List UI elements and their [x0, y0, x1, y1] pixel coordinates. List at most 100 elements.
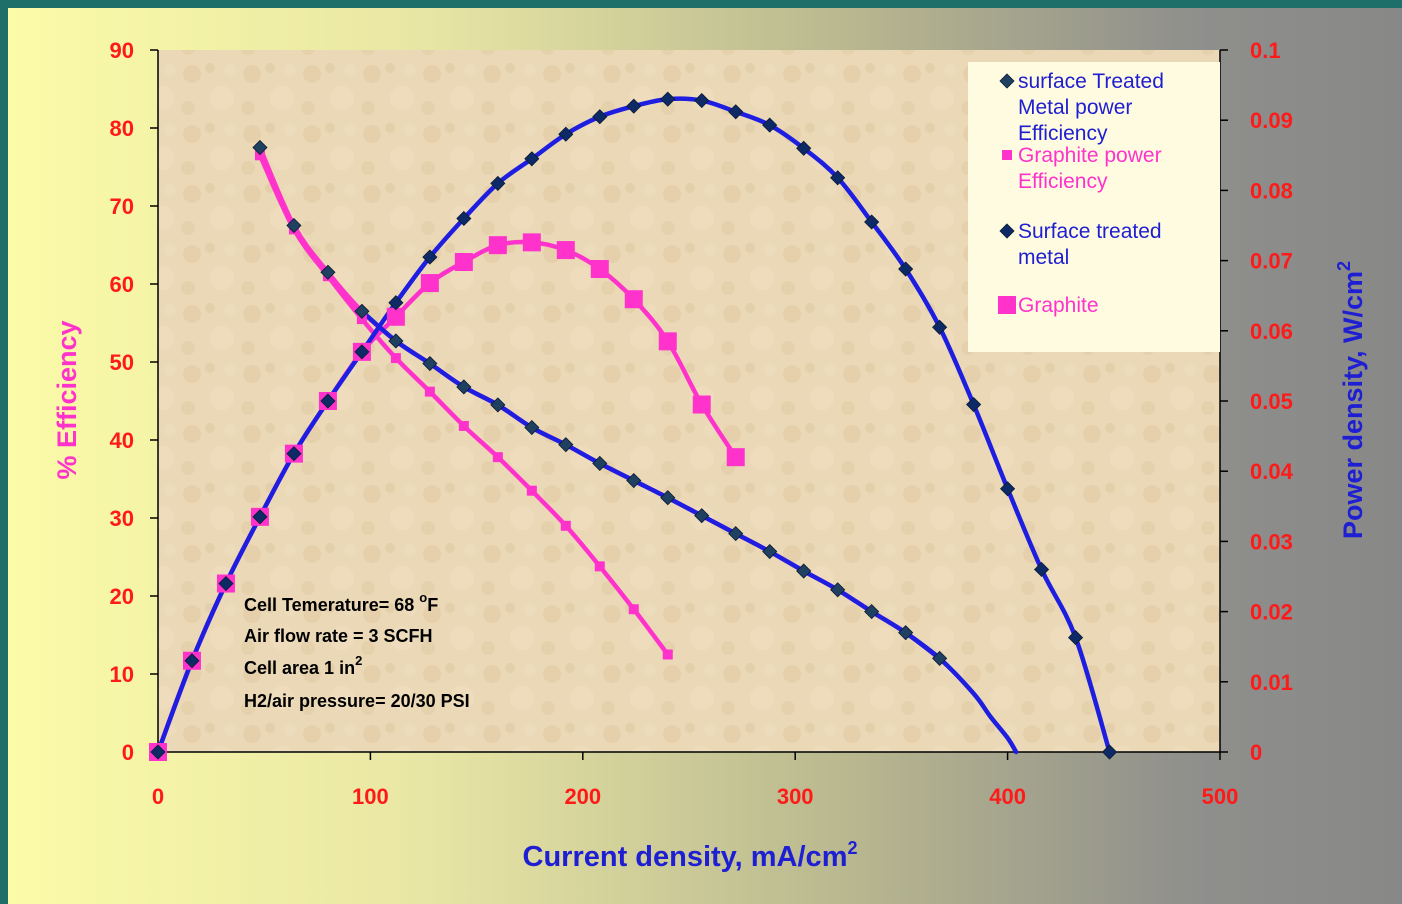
data-point-s0 [592, 455, 608, 471]
data-point-s3 [454, 253, 473, 272]
data-point-s0 [456, 379, 472, 395]
data-point-s1 [492, 452, 503, 463]
svg-text:H2/air pressure= 20/30 PSI: H2/air pressure= 20/30 PSI [244, 691, 470, 711]
data-point-s0 [796, 563, 812, 579]
data-point-s1 [662, 649, 673, 660]
data-point-s0 [422, 355, 438, 372]
data-point-s2 [830, 170, 846, 186]
data-point-s2 [320, 393, 336, 409]
svg-text:Cell area 1 in2: Cell area 1 in2 [244, 653, 362, 678]
data-point-s0 [320, 264, 336, 280]
data-point-s1 [560, 520, 571, 531]
data-point-s3 [556, 241, 575, 260]
data-point-s0 [694, 508, 710, 524]
data-point-s2 [1034, 561, 1050, 578]
y-right-tick-label: 0.04 [1250, 459, 1294, 484]
y-left-tick-label: 30 [110, 506, 134, 531]
data-point-s0 [490, 397, 506, 413]
x-axis-title: Current density, mA/cm2 [523, 838, 858, 873]
data-point-s3 [726, 448, 745, 467]
y-right-tick-label: 0.1 [1250, 38, 1281, 63]
y-right-tick-label: 0.02 [1250, 600, 1293, 625]
data-point-s1 [356, 314, 367, 325]
y-right-tick-label: 0.05 [1250, 389, 1293, 414]
x-tick-label: 400 [989, 784, 1026, 809]
y-right-tick-label: 0.07 [1250, 249, 1293, 274]
data-point-s3 [658, 332, 677, 351]
y-left-tick-label: 40 [110, 428, 134, 453]
data-point-s0 [354, 303, 370, 319]
data-point-s2 [388, 295, 404, 311]
y-left-tick-label: 20 [110, 584, 134, 609]
legend-label-0: surface Treated [1018, 70, 1164, 93]
legend-label-2: metal [1018, 246, 1069, 269]
data-point-s0 [830, 582, 846, 598]
legend-marker-3 [998, 296, 1016, 314]
data-point-s2 [728, 104, 744, 120]
data-point-s2 [864, 214, 880, 230]
y-right-tick-label: 0.03 [1250, 529, 1293, 554]
data-point-s2 [694, 92, 710, 109]
conditions-note: Cell Temerature= 68 oF Air flow rate = 3… [244, 590, 470, 711]
data-point-s0 [626, 472, 642, 489]
y-left-tick-label: 60 [110, 272, 134, 297]
legend-marker-0 [999, 73, 1015, 89]
data-point-s2 [1000, 481, 1016, 497]
legend-marker-1 [1002, 150, 1012, 160]
data-point-s0 [286, 217, 302, 234]
data-point-s0 [252, 139, 268, 156]
legend-label-0: Efficiency [1018, 122, 1108, 145]
data-point-s2 [1068, 630, 1084, 646]
data-point-s2 [184, 653, 200, 669]
data-point-s2 [252, 509, 268, 525]
data-point-s2 [898, 261, 914, 277]
data-point-s2 [558, 126, 574, 142]
data-point-s2 [524, 151, 540, 167]
y-left-tick-label: 10 [110, 662, 134, 687]
legend-label-1: Graphite power [1018, 144, 1162, 167]
x-tick-label: 100 [352, 784, 389, 809]
data-point-s0 [558, 437, 574, 453]
legend-label-2: Surface treated [1018, 220, 1162, 243]
data-point-s1 [390, 353, 401, 364]
data-point-s2 [422, 249, 438, 265]
data-point-s2 [490, 175, 506, 191]
data-point-s2 [456, 210, 472, 227]
legend-label-3: Graphite [1018, 294, 1099, 317]
legend-label-1: Efficiency [1018, 170, 1108, 193]
data-point-s2 [966, 396, 982, 413]
data-point-s2 [660, 91, 676, 107]
y-left-tick-label: 0 [122, 740, 134, 765]
data-point-s1 [458, 420, 469, 431]
data-point-s3 [692, 395, 711, 414]
data-point-s0 [388, 333, 404, 349]
data-point-s2 [1101, 744, 1118, 760]
x-tick-label: 0 [152, 784, 164, 809]
data-point-s3 [522, 233, 541, 252]
data-point-s2 [592, 109, 608, 125]
slide-border-left [0, 0, 8, 904]
data-point-s3 [624, 290, 643, 309]
data-point-s0 [898, 625, 914, 641]
y-right-tick-label: 0.01 [1250, 670, 1293, 695]
svg-text:Cell Temerature= 68 oF: Cell Temerature= 68 oF [244, 590, 438, 615]
data-point-s2 [150, 744, 166, 760]
data-point-s1 [526, 485, 537, 496]
data-point-s3 [590, 260, 609, 279]
data-point-s0 [524, 419, 540, 436]
data-point-s1 [424, 386, 435, 397]
data-point-s2 [286, 446, 302, 462]
x-tick-label: 500 [1202, 784, 1239, 809]
data-point-s1 [254, 150, 265, 161]
y-right-tick-label: 0 [1250, 740, 1262, 765]
y-left-tick-label: 90 [110, 38, 134, 63]
y-right-tick-label: 0.06 [1250, 319, 1293, 344]
legend-label-0: Metal power [1018, 96, 1132, 119]
data-point-s2 [218, 575, 234, 592]
data-point-s0 [728, 526, 744, 542]
y-right-axis-title: Power density, W/cm2 [1334, 261, 1368, 539]
data-point-s0 [864, 604, 880, 620]
data-point-s2 [762, 117, 778, 133]
y-right-tick-label: 0.09 [1250, 108, 1293, 133]
